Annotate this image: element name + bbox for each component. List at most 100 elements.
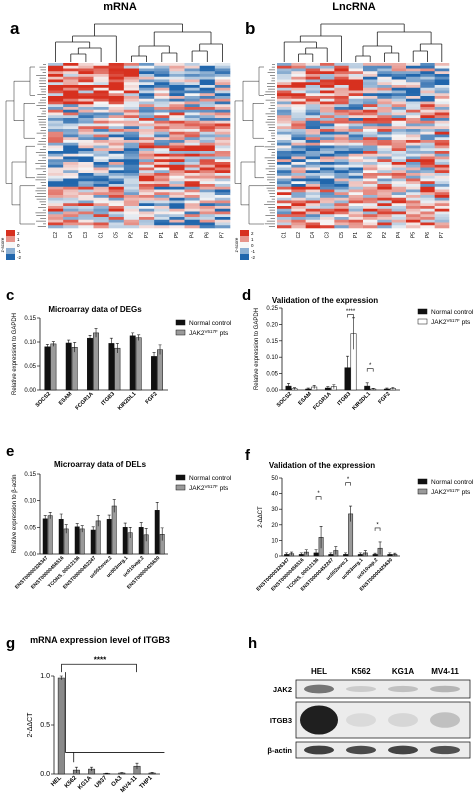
heat-cell [391,195,407,199]
heat-cell [199,96,216,100]
heat-cell [169,68,185,72]
heat-cell [78,214,94,218]
heat-cell [93,63,109,67]
heat-cell [348,162,364,166]
heat-cell [63,74,79,78]
lane-label: KG1A [392,667,414,676]
heat-cell [154,206,170,210]
heat-cell [406,186,421,190]
heat-cell [391,159,407,163]
heat-cell [184,134,200,138]
heat-cell [199,101,216,105]
heat-cell [123,87,140,91]
comparison-line [65,672,165,763]
heat-cell [363,214,378,218]
heat-cell [363,208,378,212]
heat-cell [320,173,335,177]
heat-cell [434,159,450,163]
heat-cell [123,222,140,226]
column-label: C5 [339,232,345,239]
heat-cell [78,175,94,179]
heat-cell [277,129,292,133]
heat-cell [63,225,79,229]
heat-cell [169,129,185,133]
heat-cell [363,203,378,207]
heat-cell [63,192,79,196]
heat-cell [434,225,450,229]
heat-cell [214,96,231,100]
heat-cell [139,79,155,83]
heat-cell [434,197,450,201]
heat-cell [305,145,321,149]
heat-cell [199,178,216,182]
heat-cell [305,93,321,97]
scale-swatch [6,248,15,254]
heat-cell [108,219,125,223]
heat-cell [334,109,349,113]
heat-cell [154,167,170,171]
heat-cell [291,82,306,86]
heat-cell [184,109,200,113]
heat-cell [93,131,109,135]
heat-cell [78,87,94,91]
heat-cell [406,140,421,144]
heat-cell [291,93,306,97]
heat-cell [108,184,125,188]
heat-cell [184,115,200,119]
heat-cell [291,74,306,78]
heat-cell [48,175,64,179]
heat-cell [334,145,349,149]
heat-cell [93,170,109,174]
heat-cell [139,195,155,199]
heat-cell [363,137,378,141]
heat-cell [154,211,170,215]
heat-cell [123,200,140,204]
heat-cell [377,134,392,138]
heat-cell [169,93,185,97]
heat-cell [154,186,170,190]
heat-cell [48,200,64,204]
heat-cell [184,206,200,210]
heat-cell [108,225,125,229]
heat-cell [214,200,231,204]
heat-cell [406,173,421,177]
y-tick-label: 0.5 [40,722,50,729]
heat-cell [406,131,421,135]
heat-cell [305,184,321,188]
heat-cell [48,192,64,196]
heat-cell [420,120,435,124]
heat-cell [291,197,306,201]
heat-cell [377,104,392,108]
heat-cell [123,142,140,146]
heat-cell [291,195,306,199]
heat-cell [214,109,231,113]
heat-cell [63,167,79,171]
heat-cell [184,225,200,229]
heat-cell [377,76,392,80]
heat-cell [214,145,231,149]
column-label: P4 [189,232,195,238]
heat-cell [154,76,170,80]
heat-cell [305,192,321,196]
heat-cell [406,71,421,75]
heat-cell [123,71,140,75]
heat-cell [199,192,216,196]
scale-tick: 1 [17,237,20,242]
heat-cell [184,76,200,80]
heat-cell [334,151,349,155]
heat-cell [406,112,421,116]
heat-cell [348,219,364,223]
heat-cell [363,151,378,155]
heat-cell [108,195,125,199]
heat-cell [406,65,421,69]
color-scale: 210-1-2z-score [234,230,255,260]
heat-cell [334,217,349,221]
heat-cell [406,137,421,141]
heat-cell [406,164,421,168]
heat-cell [63,85,79,89]
heat-cell [420,153,435,157]
heat-cell [93,76,109,80]
heat-cell [348,126,364,130]
error-bar [160,527,164,541]
heat-cell [406,145,421,149]
